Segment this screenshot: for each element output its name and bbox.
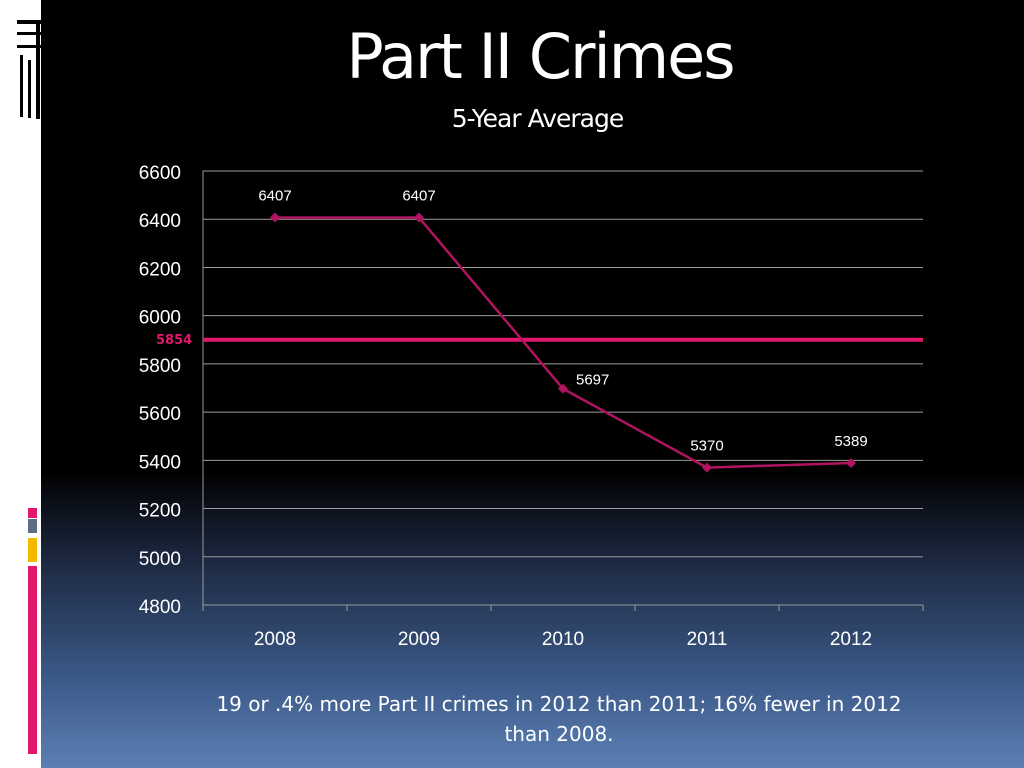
x-tick-label: 2012 [830, 629, 872, 650]
data-label: 5697 [576, 372, 609, 389]
data-point-marker [270, 212, 280, 223]
y-tick-label: 5800 [139, 356, 181, 377]
accent-bar [28, 566, 37, 754]
y-tick-label: 5000 [139, 549, 181, 570]
x-tick-label: 2010 [542, 629, 584, 650]
y-tick-label: 5200 [139, 501, 181, 522]
y-tick-label: 5400 [139, 452, 181, 473]
y-tick-label: 6200 [139, 259, 181, 280]
accent-bar [28, 508, 37, 518]
y-tick-label: 5600 [139, 404, 181, 425]
data-label: 5389 [834, 433, 867, 450]
data-point-marker [558, 383, 568, 394]
data-label: 6407 [258, 188, 291, 205]
decorative-lines [17, 20, 41, 119]
accent-bar [28, 538, 37, 562]
slide-title: Part II Crimes [346, 20, 735, 93]
y-tick-label: 6600 [139, 163, 181, 184]
y-tick-label: 6000 [139, 308, 181, 329]
chart-footnote: 19 or .4% more Part II crimes in 2012 th… [216, 692, 902, 746]
data-point-marker [414, 212, 424, 223]
slide-subtitle: 5-Year Average [451, 104, 625, 133]
x-tick-label: 2008 [254, 629, 296, 650]
y-tick-label: 6400 [139, 211, 181, 232]
x-tick-label: 2009 [398, 629, 440, 650]
reference-line-label: 5854 [156, 333, 192, 348]
accent-bar [28, 519, 37, 533]
data-point-marker [702, 462, 712, 473]
data-label: 5370 [690, 438, 723, 455]
series-line [275, 216, 852, 469]
data-label: 6407 [402, 188, 435, 205]
x-tick-label: 2011 [687, 629, 728, 650]
data-point-marker [846, 457, 856, 468]
y-tick-label: 4800 [139, 597, 181, 618]
